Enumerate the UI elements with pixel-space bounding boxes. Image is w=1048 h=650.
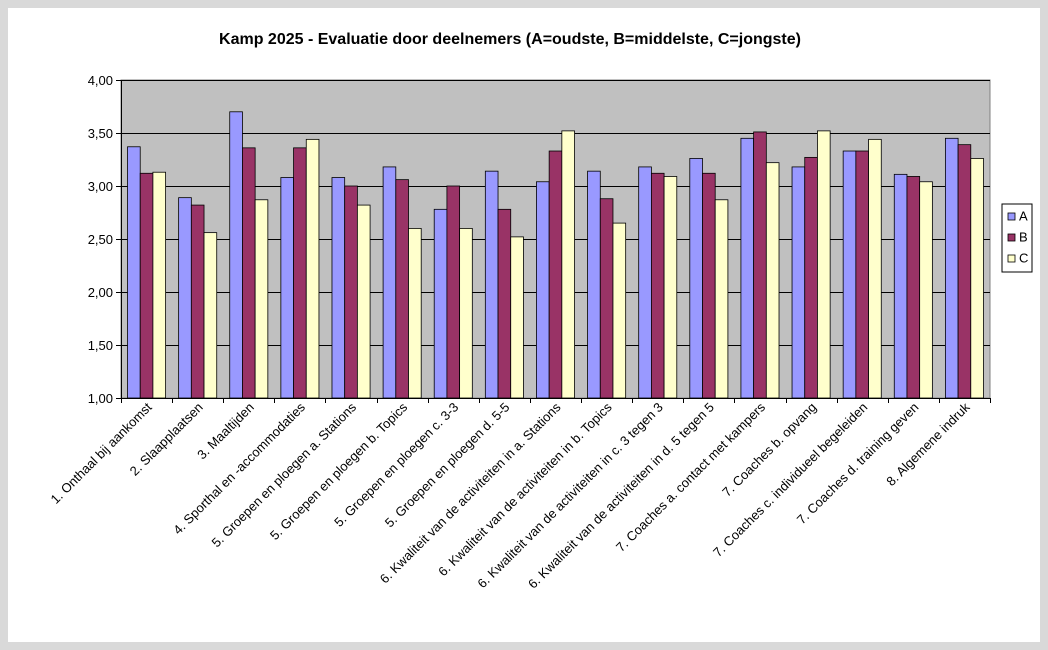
bar-c-17 [970, 158, 984, 399]
bar-b-12 [702, 172, 716, 399]
plot-area [120, 79, 991, 399]
bar-b-3 [242, 147, 256, 399]
bar-b-7 [446, 185, 461, 399]
bar-c-8 [510, 236, 524, 399]
bar-a-15 [842, 150, 857, 399]
x-category-label: 1. Onthaal bij aankomst [47, 399, 154, 506]
bar-c-1 [152, 171, 167, 399]
y-tick-label: 2,00 [88, 285, 113, 300]
bar-a-3 [229, 111, 243, 399]
bar-b-15 [855, 150, 869, 399]
y-tick-label: 1,50 [88, 338, 113, 353]
y-tick-label: 1,00 [88, 391, 113, 406]
bar-a-1 [127, 146, 141, 399]
bar-c-12 [714, 199, 729, 399]
bar-c-14 [817, 130, 831, 399]
bar-a-17 [944, 137, 959, 399]
legend: ABC [1001, 203, 1033, 273]
bar-b-8 [497, 208, 512, 399]
bar-a-8 [484, 170, 499, 399]
bar-b-2 [190, 204, 205, 399]
legend-label-c: C [1019, 251, 1028, 266]
bar-b-10 [599, 198, 614, 399]
bar-c-2 [203, 232, 218, 399]
bar-c-6 [408, 227, 422, 399]
bar-a-10 [587, 170, 601, 399]
bar-c-3 [254, 199, 269, 399]
x-category-label: 7. Coaches b. opvang [719, 400, 819, 500]
bar-b-4 [293, 147, 307, 399]
bar-c-5 [356, 204, 371, 399]
legend-label-a: A [1019, 209, 1028, 224]
x-category-label: 6. Kwaliteit van de activiteiten in c. 3… [474, 400, 666, 592]
legend-swatch-a [1007, 212, 1016, 221]
bar-a-7 [433, 208, 448, 399]
bar-c-13 [765, 162, 780, 399]
bar-a-5 [331, 177, 346, 399]
y-tick-label: 3,50 [88, 126, 113, 141]
bar-b-13 [753, 131, 767, 399]
bar-a-6 [382, 166, 397, 399]
y-tick-label: 4,00 [88, 73, 113, 88]
bar-b-17 [957, 144, 972, 399]
bar-b-5 [344, 185, 358, 399]
bar-b-1 [139, 172, 154, 399]
bar-a-12 [689, 158, 703, 399]
chart-title: Kamp 2025 - Evaluatie door deelnemers (A… [219, 31, 801, 48]
bar-c-11 [663, 176, 678, 399]
bar-c-7 [459, 227, 473, 399]
bar-c-15 [868, 138, 882, 399]
legend-swatch-b [1007, 233, 1016, 242]
bar-a-16 [893, 173, 908, 399]
legend-swatch-c [1007, 254, 1016, 263]
legend-box [1001, 203, 1033, 273]
bar-b-14 [804, 156, 818, 399]
bar-b-9 [548, 150, 563, 399]
x-category-label: 6. Kwaliteit van de activiteiten in d. 5… [525, 400, 717, 592]
legend-label-b: B [1019, 230, 1028, 245]
bar-b-16 [906, 176, 921, 399]
bar-b-6 [395, 179, 409, 399]
bar-b-11 [650, 172, 665, 399]
bar-a-11 [638, 166, 652, 399]
bar-c-4 [305, 138, 320, 399]
bar-a-13 [740, 137, 755, 399]
bar-c-10 [612, 222, 627, 399]
x-category-label: 6. Kwaliteit van de activiteiten in a. S… [377, 399, 564, 586]
y-tick-label: 2,50 [88, 232, 113, 247]
bar-a-14 [791, 166, 806, 399]
bar-c-16 [919, 181, 933, 399]
y-tick-label: 3,00 [88, 179, 113, 194]
bar-a-2 [178, 197, 192, 399]
bar-a-9 [536, 181, 550, 399]
bar-a-4 [280, 177, 294, 399]
bar-c-9 [561, 130, 575, 399]
